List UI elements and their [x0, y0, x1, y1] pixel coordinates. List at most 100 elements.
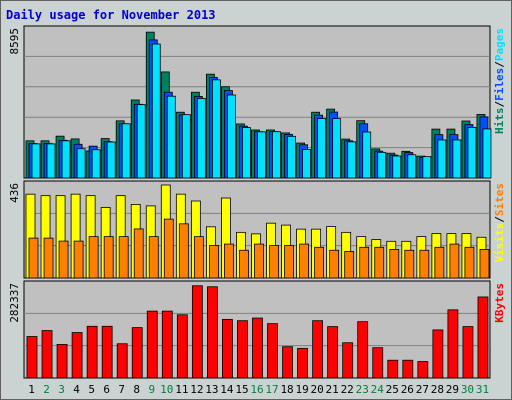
x-tick-label-day-9: 9: [148, 383, 155, 396]
x-tick-label-day-19: 19: [295, 383, 308, 396]
bar-kbytes-day-30: [462, 326, 474, 379]
x-tick-label-day-11: 11: [175, 383, 188, 396]
bar-pages-day-1: [31, 143, 41, 179]
bar-pages-day-14: [227, 94, 236, 179]
bar-sites-day-24: [374, 246, 385, 279]
visitors-legend: Visits/Sites: [493, 183, 506, 263]
x-tick-label-day-28: 28: [431, 383, 444, 396]
bar-pages-day-13: [211, 79, 221, 179]
bar-pages-day-18: [287, 135, 296, 179]
legend-entry-hits: Hits: [493, 108, 506, 135]
x-tick-label-day-18: 18: [280, 383, 293, 396]
x-tick-label-day-7: 7: [118, 383, 125, 396]
bar-sites-day-13: [208, 245, 219, 279]
legend-entry-slash: /: [493, 216, 506, 223]
bar-pages-day-16: [257, 131, 266, 179]
bar-kbytes-day-25: [387, 359, 399, 379]
bar-pages-day-30: [467, 126, 477, 179]
bar-sites-day-30: [464, 246, 475, 279]
bar-sites-day-19: [299, 243, 309, 279]
x-tick-label-day-8: 8: [133, 383, 140, 396]
x-tick-label-day-4: 4: [73, 383, 80, 396]
legend-entry-slash: /: [493, 61, 506, 68]
bar-kbytes-day-10: [161, 310, 173, 379]
bar-kbytes-day-2: [41, 330, 53, 379]
x-tick-label-day-21: 21: [326, 383, 339, 396]
bar-pages-day-28: [437, 139, 447, 179]
legend-entry-visits: Visits: [493, 223, 506, 263]
bar-sites-day-10: [163, 218, 174, 279]
bar-pages-day-4: [76, 148, 86, 179]
volume-legend: KBytes: [493, 283, 506, 323]
bar-pages-day-3: [61, 140, 71, 179]
bar-kbytes-day-13: [206, 286, 218, 379]
bar-sites-day-9: [148, 236, 159, 279]
bar-kbytes-day-16: [252, 317, 263, 379]
bar-pages-day-23: [362, 131, 372, 179]
bar-pages-day-19: [302, 149, 311, 179]
volume-ymax-label: 282337: [8, 283, 21, 323]
chart-title: Daily usage for November 2013: [6, 8, 216, 22]
traffic-ymax-label: 8595: [8, 28, 21, 55]
bar-sites-day-21: [329, 249, 340, 279]
bar-sites-day-25: [389, 249, 400, 279]
bar-pages-day-7: [121, 123, 131, 179]
legend-entry-kbytes: KBytes: [493, 283, 506, 323]
bar-kbytes-day-31: [477, 296, 489, 379]
x-tick-label-day-6: 6: [103, 383, 110, 396]
bar-sites-day-2: [43, 237, 54, 279]
x-tick-label-day-27: 27: [416, 383, 429, 396]
bar-sites-day-4: [73, 240, 84, 279]
x-tick-label-day-20: 20: [311, 383, 324, 396]
x-tick-label-day-5: 5: [88, 383, 95, 396]
x-tick-label-day-24: 24: [371, 383, 385, 396]
bar-sites-day-29: [449, 243, 460, 279]
bar-pages-day-26: [407, 154, 417, 179]
bar-pages-day-17: [272, 131, 281, 179]
x-tick-label-day-26: 26: [401, 383, 414, 396]
bar-pages-day-10: [166, 95, 176, 179]
bar-sites-day-6: [103, 236, 114, 279]
x-tick-label-day-1: 1: [28, 383, 35, 396]
bar-pages-day-31: [482, 128, 492, 179]
x-tick-label-day-23: 23: [356, 383, 369, 396]
bar-sites-day-3: [58, 240, 69, 279]
x-tick-label-day-13: 13: [205, 383, 218, 396]
bar-pages-day-20: [317, 118, 327, 179]
x-tick-label-day-15: 15: [235, 383, 248, 396]
legend-entry-files: Files: [493, 68, 506, 101]
bar-pages-day-2: [46, 143, 56, 179]
bar-kbytes-day-29: [447, 309, 459, 379]
bar-pages-day-22: [347, 141, 357, 179]
x-tick-label-day-22: 22: [341, 383, 354, 396]
bar-sites-day-18: [284, 245, 294, 279]
bar-sites-day-5: [88, 236, 99, 279]
bar-kbytes-day-4: [71, 332, 83, 379]
bar-sites-day-23: [359, 246, 370, 279]
bar-pages-day-21: [332, 118, 342, 179]
bar-kbytes-day-24: [372, 347, 384, 379]
bar-pages-day-27: [422, 156, 432, 179]
bar-sites-day-1: [28, 237, 39, 279]
bar-kbytes-day-19: [297, 347, 308, 379]
bar-sites-day-15: [239, 249, 249, 279]
x-tick-label-day-10: 10: [160, 383, 173, 396]
bar-kbytes-day-9: [146, 310, 158, 379]
bar-sites-day-27: [419, 249, 430, 279]
bar-kbytes-day-22: [342, 342, 354, 379]
visitors-ymax-label: 436: [8, 183, 21, 203]
bar-pages-day-5: [91, 149, 101, 179]
legend-entry-slash: /: [493, 101, 506, 108]
x-tick-label-day-29: 29: [446, 383, 459, 396]
bar-kbytes-day-5: [86, 325, 98, 379]
bar-pages-day-15: [242, 127, 251, 179]
bar-kbytes-day-27: [417, 361, 429, 379]
bar-sites-day-26: [404, 249, 415, 279]
x-tick-label-day-31: 31: [476, 383, 489, 396]
bar-kbytes-day-18: [282, 346, 293, 379]
bar-pages-day-24: [377, 151, 387, 179]
bar-sites-day-8: [133, 228, 144, 279]
bar-pages-day-25: [392, 155, 402, 179]
x-tick-label-day-25: 25: [386, 383, 399, 396]
bar-kbytes-day-14: [222, 318, 233, 379]
